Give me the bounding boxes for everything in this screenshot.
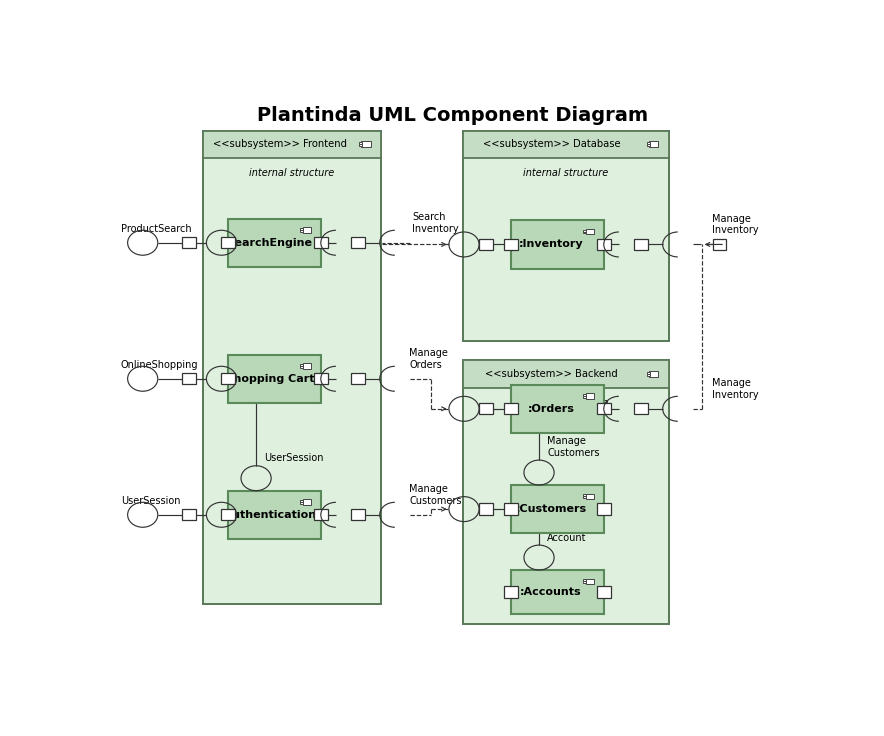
Text: Manage
Inventory: Manage Inventory	[712, 213, 758, 236]
Bar	[203, 131, 381, 604]
Bar	[583, 396, 586, 397]
Bar	[228, 219, 321, 267]
Bar	[351, 373, 365, 384]
Bar	[511, 220, 604, 269]
Bar	[583, 495, 586, 496]
Bar	[479, 403, 492, 414]
Text: :SearchEngine: :SearchEngine	[223, 238, 313, 248]
Bar	[301, 500, 303, 502]
Bar	[362, 141, 370, 147]
Bar	[586, 393, 594, 399]
Bar	[301, 228, 303, 230]
Text: :Authentication: :Authentication	[219, 510, 316, 520]
Bar	[511, 570, 604, 615]
Bar	[646, 144, 650, 146]
Text: Manage
Customers: Manage Customers	[409, 484, 461, 506]
Bar	[228, 355, 321, 403]
Bar	[646, 374, 650, 375]
Bar	[505, 403, 518, 414]
Bar	[597, 403, 611, 414]
Text: <<subsystem>> Backend: <<subsystem>> Backend	[485, 369, 618, 379]
Bar	[649, 371, 659, 377]
Text: UserSession: UserSession	[264, 453, 324, 464]
Bar	[646, 372, 650, 374]
Bar	[713, 238, 727, 250]
Bar	[463, 131, 669, 341]
Bar	[314, 509, 328, 520]
Text: UserSession: UserSession	[121, 496, 180, 506]
Text: Manage
Account: Manage Account	[547, 521, 587, 543]
Bar	[301, 366, 303, 367]
Bar	[511, 385, 604, 433]
Bar	[586, 578, 594, 584]
Bar	[586, 494, 594, 499]
Bar	[463, 131, 669, 341]
Text: internal structure: internal structure	[249, 169, 335, 178]
Text: Manage
Orders: Manage Orders	[409, 348, 448, 369]
Text: :Accounts: :Accounts	[521, 587, 582, 597]
Text: internal structure: internal structure	[523, 397, 609, 408]
Bar	[203, 131, 381, 158]
Text: Plantinda UML Component Diagram: Plantinda UML Component Diagram	[257, 107, 649, 125]
Bar	[463, 361, 669, 624]
Bar	[351, 509, 365, 520]
Bar	[505, 503, 518, 514]
Bar	[359, 142, 362, 144]
Bar	[505, 238, 518, 250]
Bar	[228, 491, 321, 539]
Bar	[479, 503, 492, 514]
Text: OnlineShopping: OnlineShopping	[121, 360, 198, 369]
Bar	[182, 237, 196, 249]
Bar	[479, 238, 492, 250]
Bar	[646, 142, 650, 144]
Bar	[351, 237, 365, 249]
Text: ProductSearch: ProductSearch	[121, 224, 192, 234]
Bar	[463, 131, 669, 158]
Bar	[634, 238, 648, 250]
Bar	[301, 364, 303, 366]
Bar	[583, 232, 586, 233]
Text: Manage
Customers: Manage Customers	[547, 436, 599, 458]
Bar	[463, 361, 669, 388]
Bar	[222, 373, 235, 384]
Bar	[314, 373, 328, 384]
Bar	[222, 237, 235, 249]
Bar	[586, 229, 594, 235]
Bar	[222, 509, 235, 520]
Bar	[597, 238, 611, 250]
Bar	[301, 502, 303, 503]
Bar	[359, 144, 362, 146]
Bar	[597, 587, 611, 598]
Bar	[511, 485, 604, 533]
Text: :Inventory: :Inventory	[519, 239, 583, 250]
Bar	[303, 364, 311, 369]
Bar	[463, 361, 669, 624]
Text: <<subsystem>> Frontend: <<subsystem>> Frontend	[212, 139, 347, 149]
Bar	[182, 373, 196, 384]
Bar	[303, 499, 311, 505]
Bar	[649, 141, 659, 147]
Bar	[583, 581, 586, 583]
Bar	[505, 587, 518, 598]
Text: Manage
Inventory: Manage Inventory	[712, 378, 758, 400]
Bar	[314, 237, 328, 249]
Text: :Customers: :Customers	[515, 504, 587, 514]
Bar	[583, 394, 586, 396]
Text: :Orders: :Orders	[528, 404, 575, 414]
Text: <<subsystem>> Database: <<subsystem>> Database	[483, 139, 621, 149]
Bar	[597, 503, 611, 514]
Text: Search
Inventory: Search Inventory	[412, 212, 459, 234]
Text: :Shopping Cart: :Shopping Cart	[221, 374, 315, 383]
Bar	[182, 509, 196, 520]
Bar	[303, 227, 311, 233]
Bar	[583, 496, 586, 498]
Text: internal structure: internal structure	[523, 169, 609, 178]
Bar	[203, 131, 381, 604]
Bar	[583, 230, 586, 232]
Bar	[634, 403, 648, 414]
Bar	[583, 579, 586, 581]
Bar	[301, 230, 303, 232]
